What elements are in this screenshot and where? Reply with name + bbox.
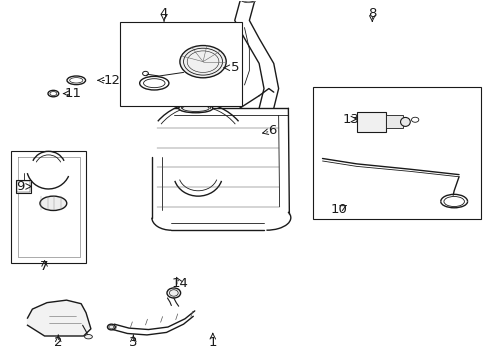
Text: 2: 2 [54,336,62,348]
Text: 6: 6 [268,124,276,137]
Ellipse shape [166,288,180,298]
Text: 5: 5 [230,61,239,74]
Text: 1: 1 [208,336,217,348]
Text: 12: 12 [103,74,120,87]
Bar [312,87,480,220]
Bar [17,181,30,192]
Polygon shape [27,300,91,336]
Bar [11,151,86,263]
Ellipse shape [400,117,409,126]
Text: 8: 8 [367,7,376,20]
Text: 11: 11 [64,87,81,100]
Ellipse shape [180,45,226,78]
Bar [120,22,242,107]
Text: 7: 7 [40,260,49,273]
Ellipse shape [40,196,67,211]
Ellipse shape [107,324,115,330]
Text: 3: 3 [129,336,137,348]
Bar [385,116,402,128]
Ellipse shape [237,0,261,3]
Ellipse shape [84,334,92,339]
Ellipse shape [178,104,212,113]
Text: 10: 10 [329,203,346,216]
Text: 13: 13 [342,113,359,126]
Text: 4: 4 [160,7,168,20]
Text: 9: 9 [16,180,24,193]
Bar [356,112,385,132]
Bar [16,180,31,193]
Text: 14: 14 [171,278,188,291]
